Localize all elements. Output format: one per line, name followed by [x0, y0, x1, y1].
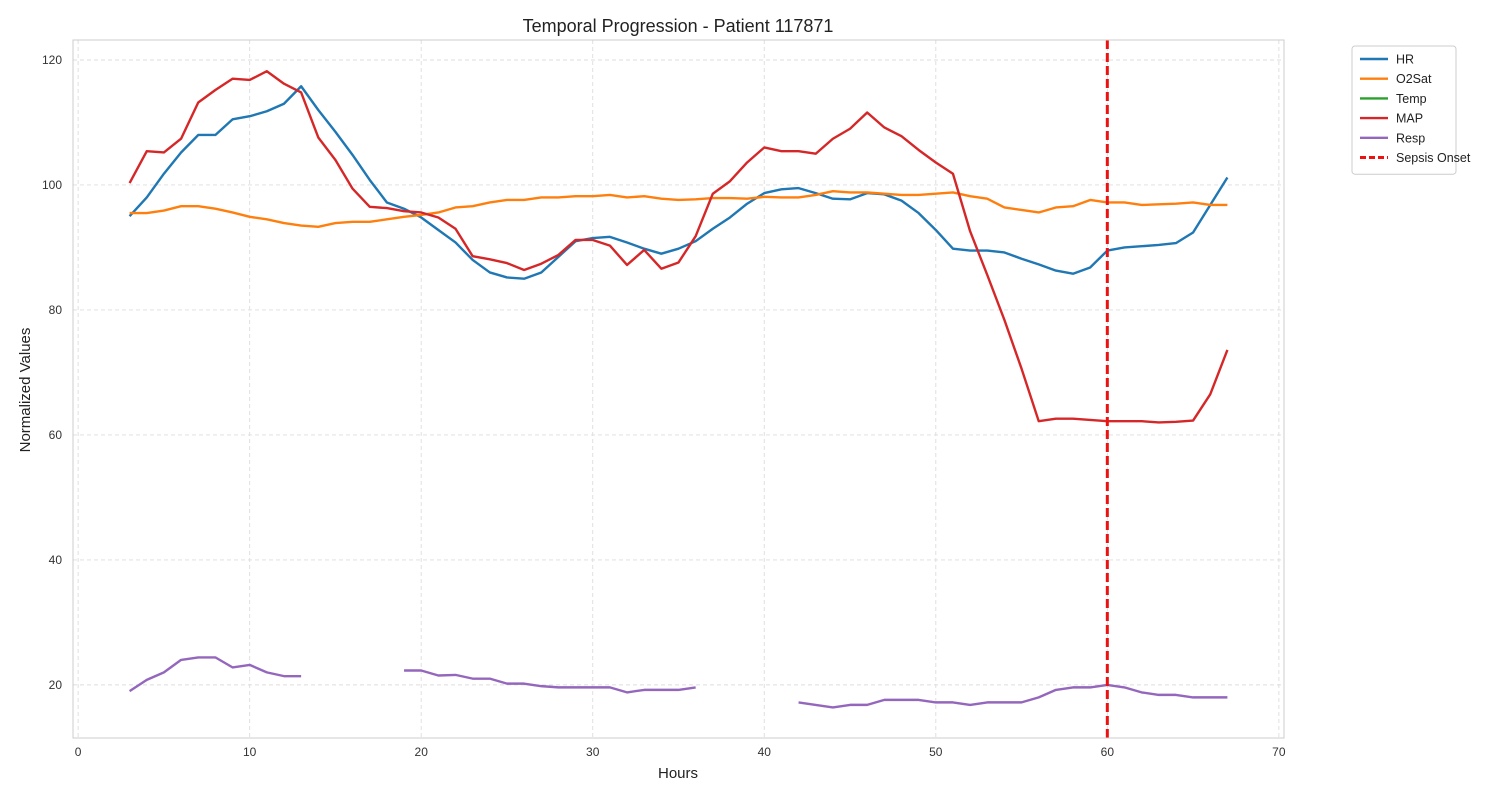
y-tick-label: 40 [49, 553, 63, 567]
y-tick-label: 20 [49, 678, 63, 692]
series-line-o2sat [129, 190, 1228, 229]
legend-label-resp: Resp [1396, 131, 1425, 145]
legend-label-map: MAP [1396, 112, 1423, 126]
x-tick-label: 30 [586, 745, 600, 759]
plot-area [73, 40, 1284, 738]
legend: HR O2Sat Temp MAP Resp Sepsis Onset [1351, 45, 1471, 175]
axes-group: 0 10 20 30 40 50 60 70 20 40 60 80 100 120 [42, 39, 1286, 759]
legend-label-hr: HR [1396, 53, 1414, 67]
x-tick-label: 0 [75, 745, 82, 759]
x-tick-label: 20 [415, 745, 429, 759]
y-tick-label: 60 [49, 428, 63, 442]
y-tick-label: 120 [42, 53, 62, 67]
y-tick-label: 80 [49, 303, 63, 317]
plot-background [73, 40, 1284, 738]
series-line-resp [798, 683, 1228, 709]
series-line-resp [128, 656, 302, 693]
x-tick-label: 60 [1101, 745, 1115, 759]
legend-label-temp: Temp [1396, 92, 1427, 106]
y-tick-label: 100 [42, 178, 62, 192]
series-line-hr [128, 85, 1229, 280]
x-tick-label: 50 [929, 745, 943, 759]
grid [73, 40, 1284, 738]
y-axis-label: Normalized Values [17, 328, 34, 453]
series-line-map [128, 70, 1229, 424]
series-group [128, 70, 1229, 709]
plot-frame [72, 39, 1285, 739]
x-tick-label: 40 [758, 745, 772, 759]
chart-title: Temporal Progression - Patient 117871 [523, 16, 834, 36]
series-line-resp [404, 669, 696, 694]
legend-label-o2sat: O2Sat [1396, 72, 1432, 86]
legend-label-sepsis-onset: Sepsis Onset [1396, 151, 1471, 165]
x-tick-label: 10 [243, 745, 257, 759]
x-axis-label: Hours [658, 765, 698, 782]
x-tick-label: 70 [1272, 745, 1286, 759]
